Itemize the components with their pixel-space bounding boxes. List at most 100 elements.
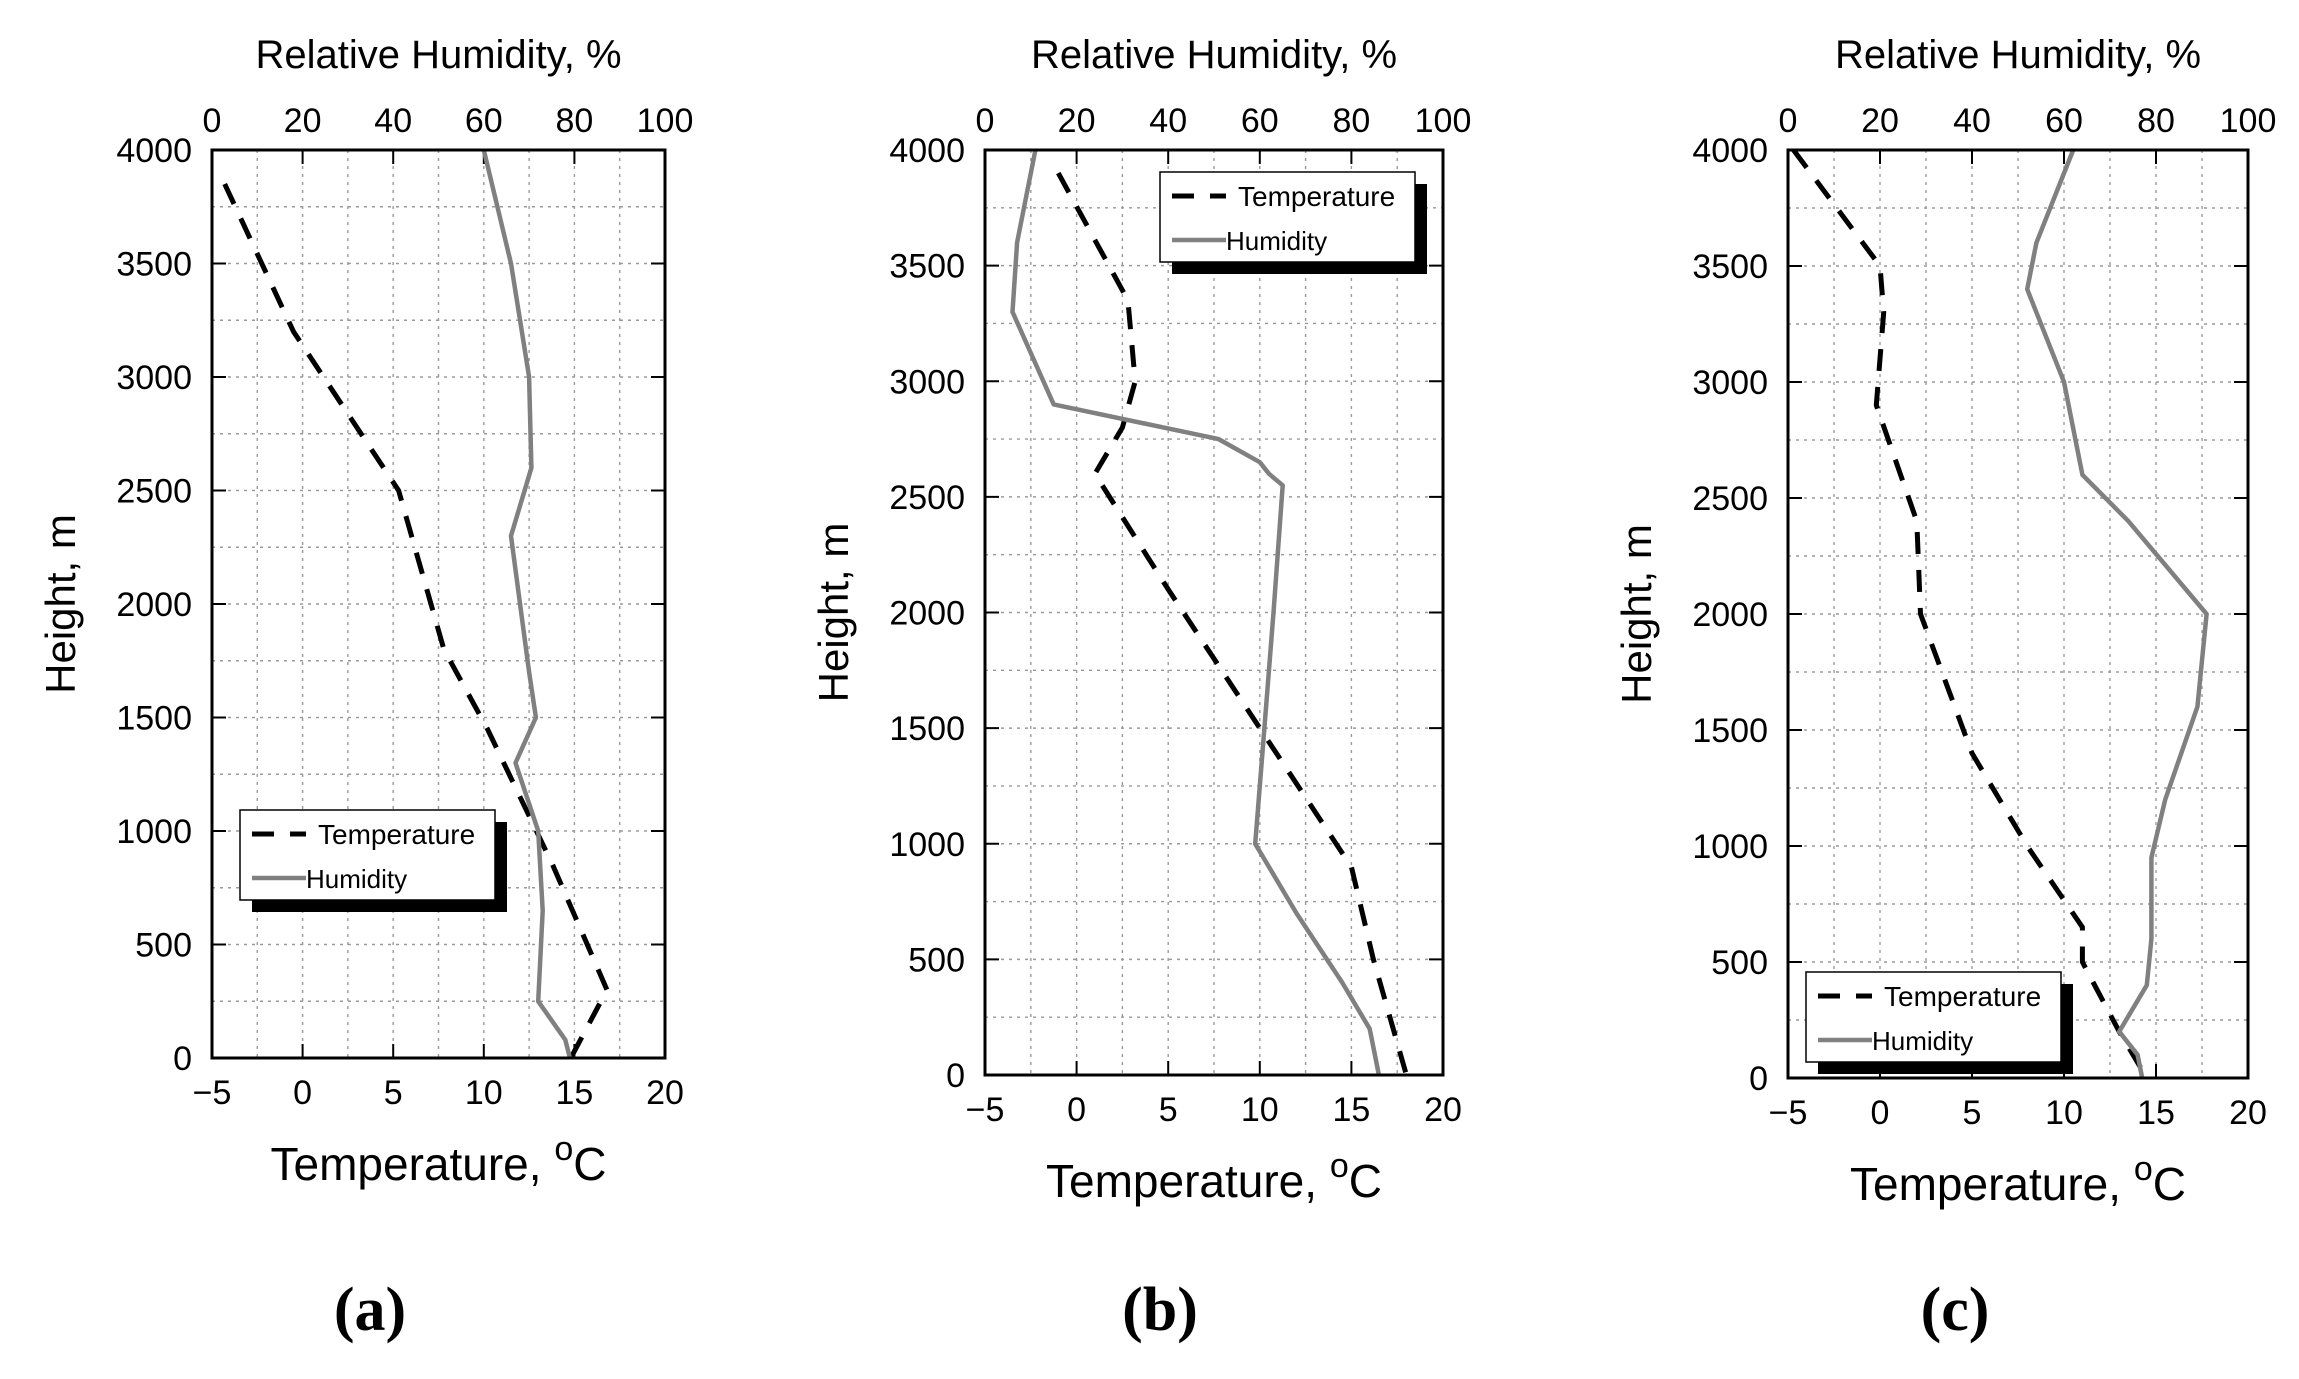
chart-panel-c: −5 0 5 10 15 200 20 40 60 80 100050010001500200025… bbox=[1613, 33, 2276, 1344]
y-tick-label: 1000 bbox=[116, 813, 192, 851]
x-tick-label: 5 bbox=[1159, 1091, 1178, 1129]
bottom-axis-title: Temperature, oC bbox=[1850, 1150, 2186, 1210]
x-tick-label: 10 bbox=[1241, 1091, 1279, 1129]
series-line-humidity bbox=[481, 149, 573, 1059]
y-tick-label: 4000 bbox=[116, 132, 192, 170]
y-axis-title: Height, m bbox=[37, 514, 84, 694]
bottom-axis-title-sup: o bbox=[2134, 1150, 2153, 1188]
x2-tick-label: 20 bbox=[284, 102, 322, 140]
top-axis-title: Relative Humidity, % bbox=[1031, 33, 1397, 77]
x-tick-label: 5 bbox=[1963, 1094, 1982, 1132]
ticks: −5 0 5 10 15 200 20 40 60 80 100050010001500200025… bbox=[116, 102, 693, 1112]
y-tick-label: 0 bbox=[173, 1040, 192, 1078]
x2-tick-label: 20 bbox=[1861, 102, 1899, 140]
legend-label-temperature: Temperature bbox=[1238, 181, 1395, 212]
x-tick-label: −5 bbox=[1769, 1094, 1808, 1132]
legend-label-humidity: Humidity bbox=[1226, 226, 1327, 256]
y-tick-label: 0 bbox=[946, 1057, 965, 1095]
x2-tick-label: 60 bbox=[2045, 102, 2083, 140]
x-tick-label: 15 bbox=[2137, 1094, 2175, 1132]
y-axis-title: Height, m bbox=[810, 523, 857, 703]
bottom-axis-title-main: Temperature, bbox=[1850, 1158, 2134, 1210]
x2-tick-label: 40 bbox=[1149, 102, 1187, 140]
plot-frame bbox=[983, 148, 1445, 1077]
x2-tick-label: 100 bbox=[637, 102, 694, 140]
series-line-temperature bbox=[222, 182, 610, 1060]
y-tick-label: 500 bbox=[1711, 944, 1768, 982]
top-axis-title: Relative Humidity, % bbox=[1835, 33, 2201, 77]
bottom-axis-title-main: Temperature, bbox=[271, 1138, 555, 1190]
legend-box bbox=[1805, 971, 2062, 1063]
grid bbox=[212, 150, 665, 1058]
panel-label: (c) bbox=[1921, 1276, 1990, 1344]
x2-tick-label: 60 bbox=[465, 102, 503, 140]
x-tick-label: 20 bbox=[1424, 1091, 1462, 1129]
x2-tick-label: 40 bbox=[374, 102, 412, 140]
chart-panel-a: −5 0 5 10 15 200 20 40 60 80 100050010001500200025… bbox=[37, 33, 693, 1344]
x-tick-label: 10 bbox=[465, 1074, 503, 1112]
series bbox=[222, 149, 610, 1060]
y-tick-label: 4000 bbox=[1692, 132, 1768, 170]
series-line-humidity bbox=[1010, 149, 1382, 1076]
x-tick-label: −5 bbox=[966, 1091, 1005, 1129]
x-tick-label: 15 bbox=[1332, 1091, 1370, 1129]
x2-tick-label: 80 bbox=[555, 102, 593, 140]
legend-label-humidity: Humidity bbox=[306, 864, 407, 894]
bottom-axis-title-sup: o bbox=[554, 1130, 573, 1168]
x2-tick-label: 40 bbox=[1953, 102, 1991, 140]
y-tick-label: 1000 bbox=[1692, 828, 1768, 866]
ticks: −5 0 5 10 15 200 20 40 60 80 100050010001500200025… bbox=[1692, 102, 2276, 1132]
y-tick-label: 2000 bbox=[116, 586, 192, 624]
grid bbox=[1788, 150, 2248, 1078]
legend: Temperature Humidity bbox=[1805, 971, 2073, 1074]
y-tick-label: 4000 bbox=[889, 132, 965, 170]
y-tick-label: 3500 bbox=[116, 246, 192, 284]
bottom-axis-title-sup: o bbox=[1330, 1147, 1349, 1185]
legend-label-temperature: Temperature bbox=[318, 819, 475, 850]
legend-box bbox=[239, 809, 496, 901]
y-tick-label: 2500 bbox=[889, 479, 965, 517]
series-line-humidity bbox=[2024, 149, 2209, 1079]
y-axis-title: Height, m bbox=[1613, 524, 1660, 704]
grid bbox=[985, 150, 1443, 1075]
chart-panel-b: −5 0 5 10 15 200 20 40 60 80 100050010001500200025… bbox=[810, 33, 1471, 1344]
x2-tick-label: 0 bbox=[976, 102, 995, 140]
y-tick-label: 500 bbox=[135, 927, 192, 965]
y-tick-label: 1500 bbox=[1692, 712, 1768, 750]
y-tick-label: 1500 bbox=[889, 710, 965, 748]
y-tick-label: 3000 bbox=[116, 359, 192, 397]
legend: Temperature Humidity bbox=[1159, 171, 1427, 274]
legend-label-humidity: Humidity bbox=[1872, 1026, 1973, 1056]
y-tick-label: 2000 bbox=[1692, 596, 1768, 634]
x-tick-label: 5 bbox=[384, 1074, 403, 1112]
y-tick-label: 2500 bbox=[1692, 480, 1768, 518]
x-tick-label: 20 bbox=[2229, 1094, 2267, 1132]
x-tick-label: 0 bbox=[1871, 1094, 1890, 1132]
bottom-axis-title-unit: C bbox=[573, 1138, 606, 1190]
bottom-axis-title: Temperature, oC bbox=[271, 1130, 607, 1190]
series-line-temperature bbox=[1791, 148, 2149, 1080]
x2-tick-label: 60 bbox=[1241, 102, 1279, 140]
legend-label-temperature: Temperature bbox=[1884, 981, 2041, 1012]
x-tick-label: 0 bbox=[1067, 1091, 1086, 1129]
x2-tick-label: 80 bbox=[1332, 102, 1370, 140]
x-tick-label: −5 bbox=[193, 1074, 232, 1112]
y-tick-label: 2000 bbox=[889, 595, 965, 633]
x2-tick-label: 80 bbox=[2137, 102, 2175, 140]
y-tick-label: 3500 bbox=[889, 248, 965, 286]
y-tick-label: 3000 bbox=[1692, 364, 1768, 402]
y-tick-label: 3000 bbox=[889, 363, 965, 401]
y-tick-label: 3500 bbox=[1692, 248, 1768, 286]
x2-tick-label: 0 bbox=[1779, 102, 1798, 140]
bottom-axis-title-main: Temperature, bbox=[1046, 1155, 1330, 1207]
legend-box bbox=[1159, 171, 1416, 263]
top-axis-title: Relative Humidity, % bbox=[255, 33, 621, 77]
x-tick-label: 20 bbox=[646, 1074, 684, 1112]
bottom-axis-title: Temperature, oC bbox=[1046, 1147, 1382, 1207]
bottom-axis-title-unit: C bbox=[1349, 1155, 1382, 1207]
y-tick-label: 1000 bbox=[889, 826, 965, 864]
x-tick-label: 0 bbox=[293, 1074, 312, 1112]
ticks: −5 0 5 10 15 200 20 40 60 80 100050010001500200025… bbox=[889, 102, 1471, 1129]
y-tick-label: 2500 bbox=[116, 473, 192, 511]
